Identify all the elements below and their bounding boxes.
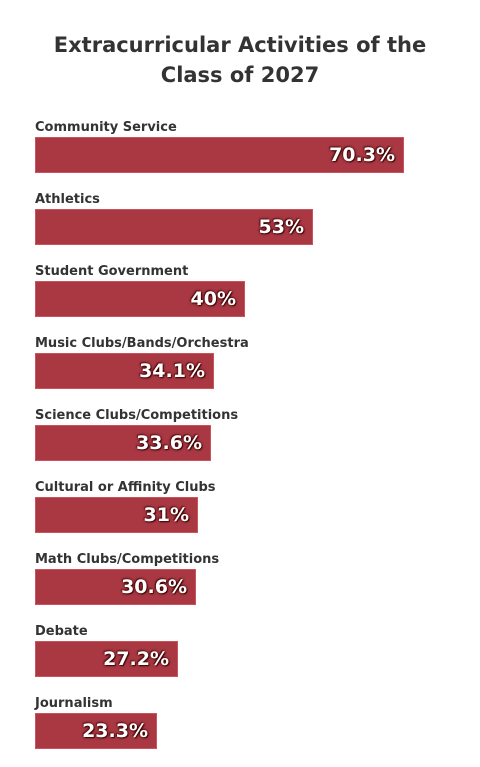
category-label: Debate (35, 624, 88, 639)
bar: 34.1% (35, 353, 214, 389)
bar-value-label: 40% (190, 288, 236, 310)
category-label: Student Government (35, 264, 189, 279)
category-label: Music Clubs/Bands/Orchestra (35, 336, 249, 351)
bar: 30.6% (35, 569, 196, 605)
bar-value-label: 27.2% (103, 648, 169, 670)
category-label: Science Clubs/Competitions (35, 408, 239, 423)
bar-value-label: 31% (143, 504, 189, 526)
bar: 33.6% (35, 425, 211, 461)
bar: 27.2% (35, 641, 178, 677)
bar-value-label: 30.6% (121, 576, 187, 598)
category-label: Cultural or Affinity Clubs (35, 480, 216, 495)
category-label: Community Service (35, 120, 177, 135)
bar-value-label: 34.1% (139, 360, 205, 382)
bar: 70.3% (35, 137, 404, 173)
chart-title: Extracurricular Activities of the Class … (53, 33, 427, 87)
bar: 40% (35, 281, 245, 317)
bar-value-label: 70.3% (329, 144, 395, 166)
category-label: Math Clubs/Competitions (35, 552, 220, 567)
bar-value-label: 33.6% (136, 432, 202, 454)
bar: 23.3% (35, 713, 157, 749)
bar-value-label: 53% (258, 216, 304, 238)
bar-value-label: 23.3% (82, 720, 148, 742)
bar: 31% (35, 497, 198, 533)
category-label: Journalism (35, 696, 113, 711)
category-label: Athletics (35, 192, 100, 207)
bar: 53% (35, 209, 313, 245)
